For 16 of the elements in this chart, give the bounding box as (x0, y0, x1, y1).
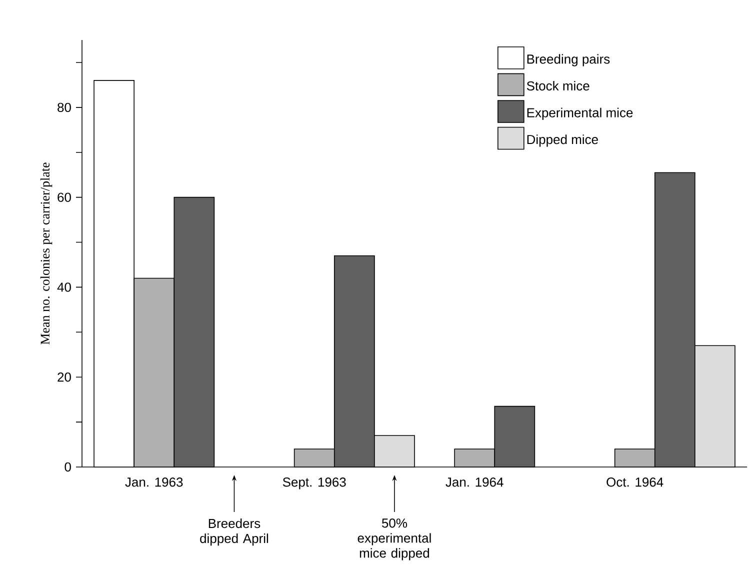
x-tick-label: Oct. 1964 (606, 478, 664, 487)
y-axis-title: Mean no. colonies per carrier/plate (40, 162, 52, 344)
legend-label: Breeding pairs (527, 54, 610, 66)
y-tick-label: 0 (64, 462, 71, 472)
x-tick-label: Sept. 1963 (282, 478, 346, 490)
legend-label: Dipped mice (527, 134, 598, 147)
legend-label: Stock mice (526, 80, 590, 91)
text: 50% experimental mice dipped (358, 518, 431, 560)
legend-label: Experimental mice (527, 108, 633, 120)
y-tick-label: 80 (58, 102, 71, 112)
x-tick-label: Jan. 1964 (446, 478, 504, 487)
y-tick-label: 20 (58, 372, 71, 382)
y-tick-label: 60 (58, 192, 71, 202)
y-tick-label: 40 (57, 282, 71, 292)
x-tick-label: Jan. 1963 (125, 478, 183, 487)
text: Breeders dipped April (200, 518, 268, 546)
